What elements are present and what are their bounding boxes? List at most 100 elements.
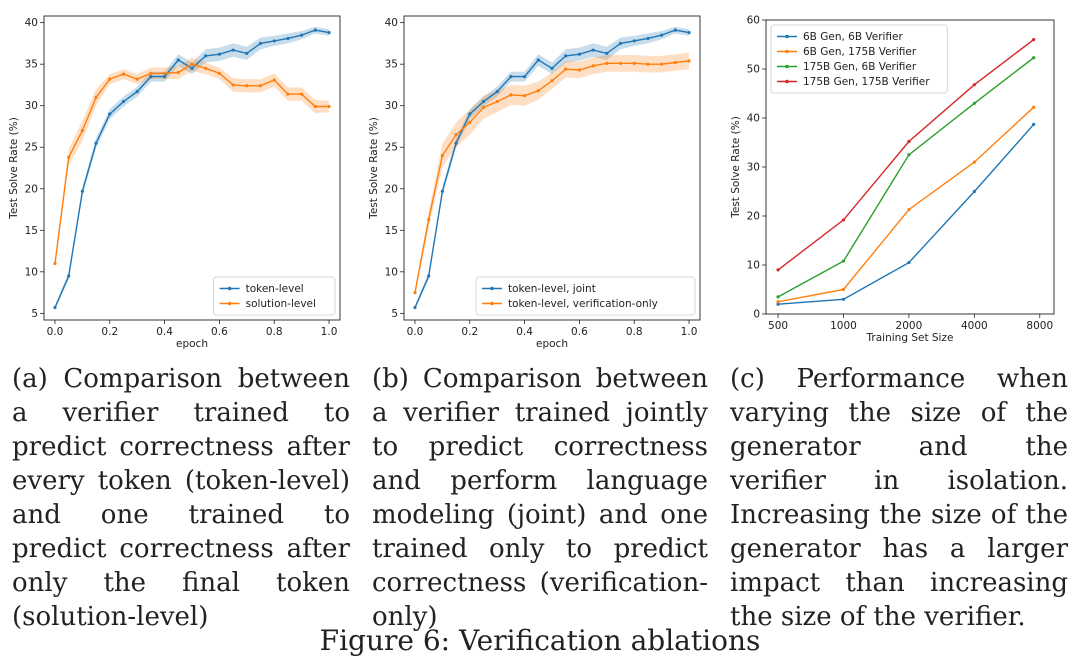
data-point [591, 48, 595, 52]
y-tick-label: 50 [747, 64, 760, 76]
data-point [454, 141, 458, 145]
panel-a-caption: (a) Comparison between a verifier traine… [12, 364, 350, 632]
data-point [80, 189, 84, 193]
legend-label: solution-level [246, 298, 316, 310]
y-tick-label: 25 [25, 142, 38, 154]
data-point [841, 259, 846, 263]
data-point [313, 104, 317, 109]
x-axis-label: Training Set Size [866, 332, 954, 344]
data-point [495, 89, 499, 94]
y-axis-label: Test Solve Rate (%) [368, 117, 380, 220]
legend-label: token-level, joint [508, 283, 596, 295]
data-point [300, 92, 304, 96]
legend-label: token-level [246, 283, 304, 295]
legend-label: 175B Gen, 175B Verifier [803, 76, 930, 88]
chart-a: 0.0 0.2 0.4 0.6 0.8 1.0 5 10 15 20 25 30 35 40 epoch Te… [8, 15, 341, 350]
y-tick-label: 60 [747, 15, 760, 27]
data-point [605, 51, 609, 55]
legend-marker [785, 64, 789, 69]
y-tick-label: 15 [385, 225, 398, 237]
data-point [413, 305, 417, 310]
legend-box [213, 276, 336, 316]
data-point [204, 66, 208, 70]
data-point [972, 101, 976, 105]
x-axis-label: epoch [536, 338, 568, 350]
data-point [231, 48, 235, 52]
data-point [258, 84, 263, 88]
legend-marker [490, 286, 494, 291]
legend-marker [227, 286, 232, 291]
data-point [687, 31, 691, 35]
x-tick-label: 0.6 [571, 326, 588, 338]
y-tick-label: 0 [753, 309, 760, 321]
data-point [231, 83, 235, 87]
data-point [618, 41, 623, 46]
data-point [53, 305, 57, 310]
data-point [841, 287, 846, 292]
data-point [162, 75, 167, 79]
y-tick-label: 10 [25, 266, 38, 278]
data-point [564, 54, 568, 58]
series-line-2 [414, 60, 690, 293]
data-point [190, 62, 194, 66]
legend-marker [227, 301, 232, 306]
chart-panel-c: 500 1000 2000 4000 8000 0 10 20 30 40 50 60 Training… [718, 8, 1068, 353]
data-point [149, 71, 153, 75]
data-point [618, 61, 623, 65]
data-point [121, 72, 126, 76]
data-point [776, 302, 780, 306]
data-point [286, 36, 290, 41]
series-line-2 [777, 106, 1035, 303]
data-point [841, 218, 846, 222]
x-tick-label: 1000 [830, 320, 857, 332]
data-point [550, 79, 554, 83]
data-point [94, 141, 98, 145]
data-point [245, 51, 249, 55]
chart-panel-b: 0.0 0.2 0.4 0.6 0.8 1.0 5 10 15 20 25 30 35 40 epoch Te… [360, 8, 710, 353]
legend: 6B Gen, 6B Verifier 6B Gen, 175B Verifier… [770, 24, 948, 94]
data-point [673, 28, 677, 32]
data-point [67, 274, 71, 278]
data-point [907, 139, 911, 144]
data-point [1032, 56, 1036, 60]
data-point [272, 39, 276, 43]
data-point [245, 84, 249, 88]
y-tick-label: 40 [385, 17, 398, 29]
data-point [776, 268, 780, 272]
data-point [687, 59, 691, 63]
chart-c: 500 1000 2000 4000 8000 0 10 20 30 40 50 60 Training… [730, 15, 1055, 344]
data-point [660, 62, 664, 66]
legend-marker [785, 49, 789, 54]
data-point [440, 153, 444, 158]
figure-caption: Figure 6: Verification ablations [319, 624, 761, 657]
data-point [522, 94, 527, 98]
chart-b: 0.0 0.2 0.4 0.6 0.8 1.0 5 10 15 20 25 30 35 40 epoch Te… [368, 15, 701, 350]
y-tick-label: 35 [25, 59, 38, 71]
legend-box [770, 24, 948, 94]
legend-marker [785, 79, 789, 84]
data-point [536, 89, 540, 93]
y-tick-label: 15 [25, 225, 38, 237]
legend-label: 175B Gen, 6B Verifier [803, 61, 917, 73]
data-point [149, 75, 153, 79]
data-point [468, 120, 472, 124]
x-tick-label: 0.8 [626, 326, 643, 338]
y-tick-label: 40 [747, 113, 760, 125]
x-tick-label: 0.4 [516, 326, 533, 338]
band-2 [415, 52, 689, 296]
data-point [135, 77, 139, 81]
data-point [660, 33, 664, 37]
series-line-3 [777, 57, 1035, 298]
y-tick-label: 20 [25, 183, 38, 195]
x-tick-label: 0.0 [47, 326, 64, 338]
legend-marker [785, 34, 789, 39]
x-tick-label: 2000 [896, 320, 923, 332]
data-point [217, 52, 222, 56]
data-point [673, 60, 677, 65]
data-point [646, 36, 650, 41]
legend-label: token-level, verification-only [508, 298, 658, 310]
data-point [605, 61, 609, 65]
data-point [272, 78, 276, 82]
x-tick-label: 0.0 [407, 326, 424, 338]
chart-panel-a: 0.0 0.2 0.4 0.6 0.8 1.0 5 10 15 20 25 30 35 40 epoch Te… [0, 8, 350, 353]
